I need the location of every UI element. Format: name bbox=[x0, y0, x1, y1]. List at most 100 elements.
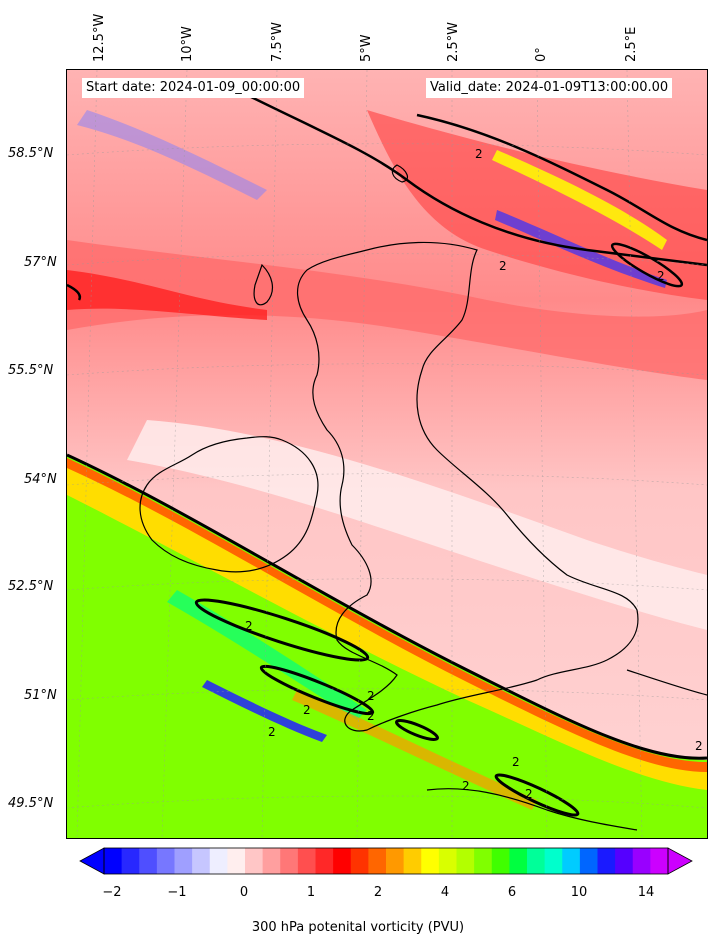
colorbar-segment bbox=[368, 848, 387, 874]
map-panel: 2 2 2 2 2 2 2 2 2 2 2 2 bbox=[66, 69, 708, 839]
pv2-contour-loop-5 bbox=[610, 242, 684, 288]
longitude-label: 12.5°W bbox=[92, 13, 107, 62]
colorbar-segment bbox=[104, 848, 123, 874]
colorbar-tick-label: 2 bbox=[373, 885, 383, 900]
longitude-label: 2.5°E bbox=[624, 26, 639, 62]
coastline-ireland bbox=[139, 436, 319, 573]
nw-blue-streaks bbox=[77, 110, 267, 200]
colorbar-tick-label: 0 bbox=[239, 885, 249, 900]
pv2-contour-loop-1 bbox=[194, 598, 370, 662]
contour-label: 2 bbox=[695, 739, 703, 753]
colorbar-tick-label: −1 bbox=[167, 885, 187, 900]
colorbar-segment bbox=[386, 848, 405, 874]
south-orange-streak bbox=[292, 690, 537, 810]
contour-label: 2 bbox=[525, 787, 533, 801]
latitude-label: 55.5°N bbox=[8, 363, 54, 378]
colorbar-tick-label: 10 bbox=[570, 885, 588, 900]
colorbar-segment bbox=[280, 848, 299, 874]
pale-corridor bbox=[127, 420, 707, 630]
longitude-label: 5°W bbox=[359, 34, 374, 62]
colorbar-segment bbox=[121, 848, 140, 874]
pv-map: 2 2 2 2 2 2 2 2 2 2 2 2 bbox=[67, 70, 707, 838]
colorbar-segment bbox=[579, 848, 598, 874]
coastline-great-britain bbox=[297, 241, 639, 732]
pv2-contour-loop-4 bbox=[395, 719, 439, 741]
contour-label: 2 bbox=[367, 709, 375, 723]
colorbar-segment bbox=[650, 848, 669, 874]
pv2-contour-main bbox=[67, 453, 707, 760]
coastlines bbox=[139, 164, 707, 831]
colorbar-segment bbox=[245, 848, 264, 874]
colorbar-segment bbox=[562, 848, 581, 874]
pv2-contour-ne bbox=[416, 113, 707, 242]
colorbar-segment bbox=[527, 848, 546, 874]
latitude-label: 54°N bbox=[24, 472, 57, 487]
latitude-label: 57°N bbox=[24, 255, 57, 270]
contour-label: 2 bbox=[512, 755, 520, 769]
colorbar-tick-label: −2 bbox=[102, 885, 122, 900]
colorbar-segment bbox=[474, 848, 493, 874]
colorbar-tick-label: 6 bbox=[507, 885, 517, 900]
longitude-label: 10°W bbox=[180, 26, 195, 62]
start-date-label: Start date: 2024-01-09_00:00:00 bbox=[82, 78, 305, 98]
colorbar-segment bbox=[544, 848, 563, 874]
valid-date-label: Valid_date: 2024-01-09T13:00:00.00 bbox=[426, 78, 673, 98]
colorbar-segment bbox=[615, 848, 634, 874]
colorbar-frame bbox=[103, 847, 669, 875]
colorbar-segment bbox=[315, 848, 334, 874]
northeast-red bbox=[367, 110, 707, 300]
colorbar-segment bbox=[597, 848, 616, 874]
pv2-contour-loop-3 bbox=[494, 773, 580, 817]
colorbar-segment bbox=[156, 848, 175, 874]
colorbar-segment bbox=[297, 848, 316, 874]
colorbar-segment bbox=[403, 848, 422, 874]
coastline-france bbox=[426, 669, 707, 831]
colorbar-extend-min bbox=[79, 847, 105, 875]
pv2-contour-west bbox=[67, 283, 82, 301]
colorbar-segment bbox=[350, 848, 369, 874]
colorbar-segment bbox=[227, 848, 246, 874]
contour-labels: 2 2 2 2 2 2 2 2 2 2 2 2 bbox=[245, 147, 703, 801]
contour-label: 2 bbox=[475, 147, 483, 161]
latitude-label: 49.5°N bbox=[8, 796, 54, 811]
north-red-band bbox=[67, 240, 707, 380]
colorbar-segment bbox=[421, 848, 440, 874]
colorbar-segment bbox=[333, 848, 352, 874]
longitude-label: 0° bbox=[534, 47, 549, 62]
contour-label: 2 bbox=[268, 725, 276, 739]
contour-label: 2 bbox=[657, 269, 665, 283]
contour-label: 2 bbox=[499, 259, 507, 273]
colorbar-segment bbox=[174, 848, 193, 874]
colorbar-segment bbox=[209, 848, 228, 874]
latitude-label: 51°N bbox=[24, 688, 57, 703]
colorbar-tick-label: 14 bbox=[637, 885, 655, 900]
ne-yellow-streak bbox=[492, 150, 667, 250]
graticule bbox=[67, 70, 707, 838]
colorbar-segment bbox=[438, 848, 457, 874]
latitude-label: 58.5°N bbox=[8, 146, 54, 161]
north-red-core bbox=[67, 270, 267, 320]
contour-label: 2 bbox=[462, 779, 470, 793]
pv2-contour-north bbox=[236, 88, 707, 267]
longitude-label: 7.5°W bbox=[270, 21, 285, 62]
contour-label: 2 bbox=[367, 689, 375, 703]
longitude-label: 2.5°W bbox=[446, 21, 461, 62]
colorbar-label: 300 hPa potenital vorticity (PVU) bbox=[251, 920, 465, 935]
colorbar bbox=[79, 847, 693, 875]
coastline-outer-hebrides bbox=[253, 263, 274, 306]
colorbar-segment bbox=[491, 848, 510, 874]
colorbar-segment bbox=[456, 848, 475, 874]
south-green-streak bbox=[167, 590, 367, 720]
colorbar-segment bbox=[192, 848, 211, 874]
colorbar-segment bbox=[632, 848, 651, 874]
contour-label: 2 bbox=[303, 703, 311, 717]
contour-label: 2 bbox=[245, 619, 253, 633]
pv2-contour-loop-2 bbox=[259, 664, 375, 716]
colorbar-tick-label: 1 bbox=[306, 885, 316, 900]
colorbar-tick-label: 4 bbox=[440, 885, 450, 900]
colorbar-segment bbox=[139, 848, 158, 874]
colorbar-extend-max bbox=[667, 847, 693, 875]
colorbar-segment bbox=[509, 848, 528, 874]
colorbar-segment bbox=[262, 848, 281, 874]
coastline-orkney bbox=[391, 164, 409, 183]
